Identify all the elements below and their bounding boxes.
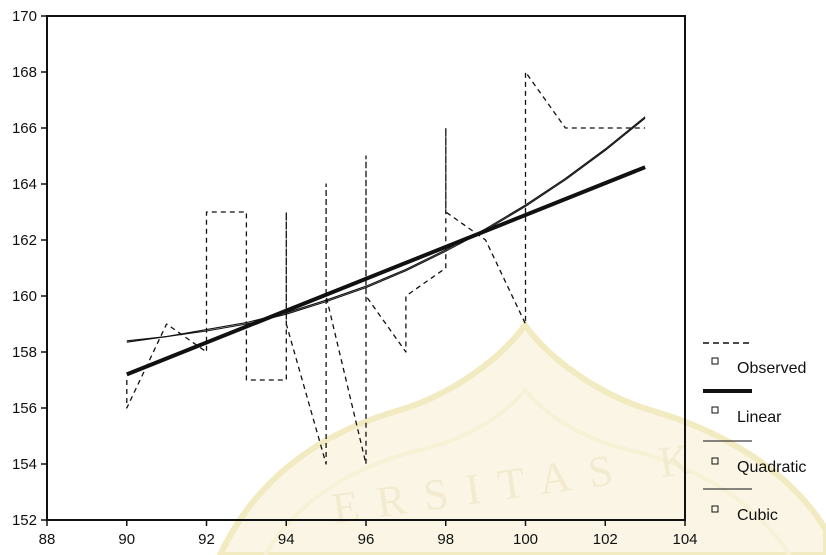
x-tick-label: 94 xyxy=(278,531,295,548)
x-tick-label: 96 xyxy=(358,531,375,548)
legend: Observed Linear Quadratic Cubic xyxy=(703,342,806,524)
legend-quadratic-marker xyxy=(711,457,719,465)
watermark-dome xyxy=(216,319,826,555)
series-line-linear xyxy=(126,165,646,377)
legend-cubic-label: Cubic xyxy=(737,507,778,524)
x-tick-label: 104 xyxy=(672,531,697,548)
watermark-inner-arc xyxy=(263,386,792,555)
x-tick-label: 102 xyxy=(593,531,618,548)
x-tick-label: 100 xyxy=(513,531,538,548)
legend-linear-marker xyxy=(711,406,719,414)
y-tick-label: 162 xyxy=(12,232,37,249)
x-tick-label: 90 xyxy=(118,531,135,548)
legend-cubic-marker xyxy=(711,505,719,513)
watermark-logo: ERSITAS K xyxy=(216,319,826,555)
series-layer xyxy=(126,71,646,465)
legend-quadratic-label: Quadratic xyxy=(737,459,806,476)
x-tick-label: 88 xyxy=(39,531,56,548)
y-tick-label: 156 xyxy=(12,400,37,417)
legend-observed-label: Observed xyxy=(737,360,806,377)
y-tick-label: 168 xyxy=(12,64,37,81)
legend-observed-marker xyxy=(711,357,719,365)
x-tick-label: 98 xyxy=(437,531,454,548)
series-line-quadratic xyxy=(126,117,646,342)
y-tick-label: 152 xyxy=(12,512,37,529)
y-tick-label: 166 xyxy=(12,120,37,137)
y-tick-label: 164 xyxy=(12,176,37,193)
x-tick-label: 92 xyxy=(198,531,215,548)
series-line-cubic xyxy=(126,116,646,343)
axes: 152 154 156 158 160 162 164 166 168 170 88 90 92 94 96… xyxy=(12,8,698,548)
y-tick-label: 160 xyxy=(12,288,37,305)
y-tick-label: 158 xyxy=(12,344,37,361)
y-tick-label: 170 xyxy=(12,8,37,25)
y-tick-label: 154 xyxy=(12,456,37,473)
legend-linear-label: Linear xyxy=(737,409,782,426)
